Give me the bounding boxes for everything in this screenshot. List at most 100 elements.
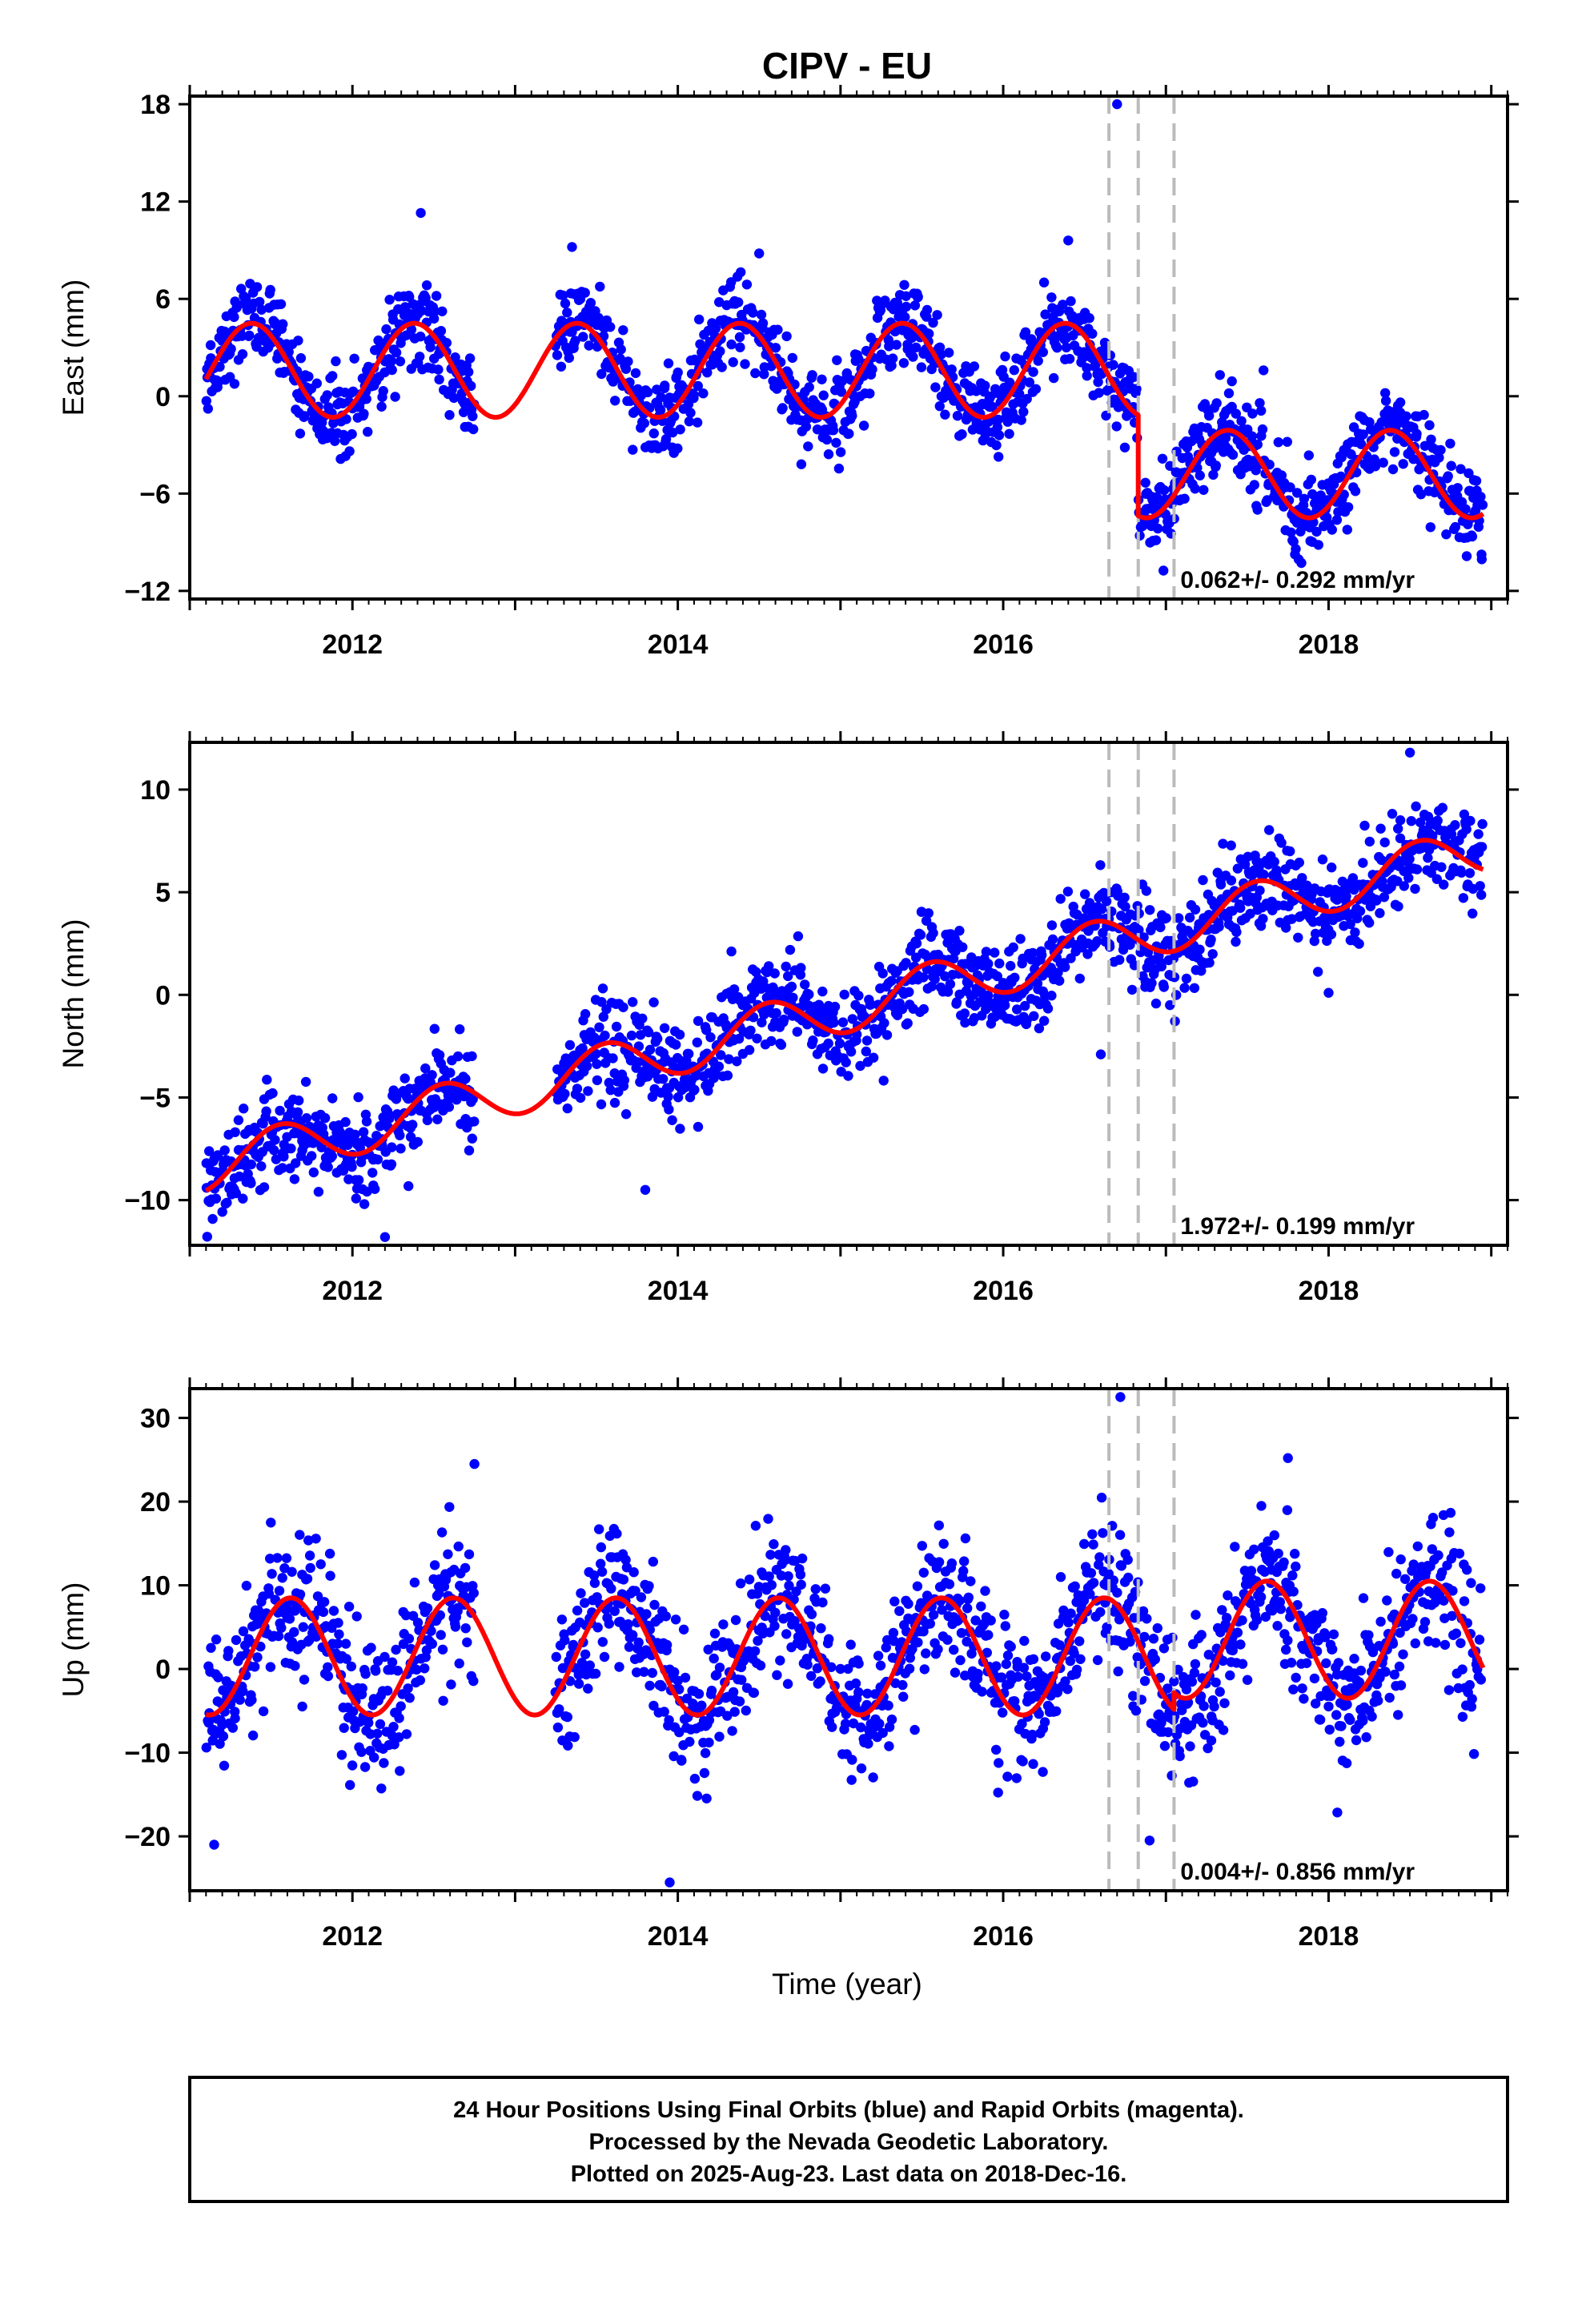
north-data-point: [289, 1174, 300, 1184]
up-data-point: [1022, 1671, 1032, 1682]
north-data-point: [845, 1047, 857, 1057]
north-data-point: [1125, 939, 1135, 951]
north-data-point: [1010, 972, 1020, 983]
north-data-point: [1006, 960, 1016, 971]
east-data-point: [887, 353, 898, 364]
up-data-point: [560, 1635, 570, 1646]
north-data-point: [592, 1075, 603, 1086]
up-data-point: [1001, 1659, 1012, 1670]
up-data-point: [596, 1566, 608, 1577]
east-data-point: [205, 340, 216, 351]
up-data-point: [429, 1560, 440, 1570]
east-x-tick-label: 2014: [648, 629, 709, 660]
north-data-point: [1008, 942, 1018, 953]
east-data-point: [726, 339, 737, 350]
up-data-point: [983, 1630, 994, 1640]
up-data-point: [624, 1642, 635, 1652]
north-data-point: [261, 1106, 271, 1116]
east-data-point: [331, 356, 341, 367]
up-data-point: [1456, 1638, 1466, 1648]
north-data-point: [1039, 1015, 1050, 1026]
east-data-point: [564, 352, 574, 364]
up-data-point: [781, 1629, 792, 1639]
north-data-point: [1198, 875, 1208, 886]
up-data-point: [346, 1661, 356, 1672]
up-data-point: [1297, 1683, 1307, 1694]
up-data-point: [1419, 1617, 1431, 1627]
east-data-point: [715, 346, 725, 356]
north-data-point: [1218, 838, 1228, 849]
east-data-point: [898, 358, 909, 368]
east-data-point: [1087, 328, 1098, 339]
east-data-point: [901, 301, 912, 312]
up-data-point: [1013, 1671, 1023, 1682]
east-data-point: [1471, 476, 1482, 486]
north-data-point: [275, 1105, 285, 1116]
east-data-point: [1005, 377, 1015, 388]
up-data-point: [1336, 1721, 1347, 1731]
east-data-point: [1038, 347, 1049, 357]
east-data-point: [391, 348, 402, 358]
north-data-point: [722, 1070, 733, 1081]
north-data-point: [238, 1193, 248, 1204]
north-data-point: [1354, 939, 1364, 949]
up-data-point: [1282, 1505, 1293, 1515]
north-data-point: [744, 1044, 755, 1055]
east-data-point: [349, 353, 359, 364]
east-data-point: [1247, 431, 1258, 441]
up-data-point: [680, 1672, 691, 1683]
east-data-point: [240, 293, 251, 304]
east-data-point: [441, 337, 452, 348]
up-data-point: [816, 1623, 826, 1634]
east-data-point: [924, 328, 934, 339]
up-data-point: [302, 1574, 313, 1584]
east-data-point: [270, 317, 280, 328]
east-data-point: [655, 404, 666, 416]
north-data-point: [620, 1109, 632, 1120]
up-data-point: [994, 1758, 1004, 1768]
up-data-point: [991, 1661, 1002, 1671]
east-data-point: [1467, 531, 1478, 542]
north-data-point: [948, 953, 959, 964]
up-data-point: [297, 1701, 307, 1712]
up-data-point: [1000, 1621, 1011, 1631]
east-data-point: [932, 310, 942, 320]
east-data-point: [237, 349, 248, 360]
east-data-point: [615, 353, 625, 364]
north-data-point: [757, 1017, 767, 1027]
up-data-point: [856, 1763, 867, 1774]
east-data-point: [1016, 415, 1026, 425]
east-data-point: [203, 404, 213, 414]
up-data-point: [692, 1791, 703, 1801]
north-data-point: [308, 1167, 319, 1178]
up-data-point: [886, 1714, 897, 1725]
north-data-point: [362, 1186, 372, 1197]
east-y-tick-label: 0: [155, 382, 171, 412]
north-data-point: [1475, 881, 1485, 891]
north-data-point: [1468, 908, 1478, 919]
up-data-point: [847, 1755, 857, 1765]
east-data-point: [1415, 489, 1427, 500]
north-data-point: [202, 1232, 212, 1242]
north-data-point: [351, 1193, 361, 1204]
north-data-point: [1465, 815, 1476, 826]
up-data-point: [1393, 1710, 1403, 1720]
up-data-point: [897, 1679, 908, 1691]
up-data-point: [649, 1599, 660, 1610]
north-data-point: [841, 1057, 851, 1068]
north-data-point: [713, 1061, 725, 1072]
east-data-point: [957, 429, 967, 440]
east-data-point: [930, 382, 941, 392]
east-data-point: [740, 359, 750, 369]
north-data-point: [1476, 842, 1488, 852]
east-data-point: [901, 291, 911, 301]
up-data-point: [966, 1576, 976, 1586]
east-data-point: [1199, 485, 1209, 495]
east-data-point: [946, 364, 957, 375]
up-data-point: [1375, 1616, 1386, 1627]
up-data-point: [903, 1598, 913, 1610]
east-data-point: [376, 401, 387, 412]
east-data-point: [448, 392, 460, 404]
up-data-point: [1275, 1604, 1287, 1614]
